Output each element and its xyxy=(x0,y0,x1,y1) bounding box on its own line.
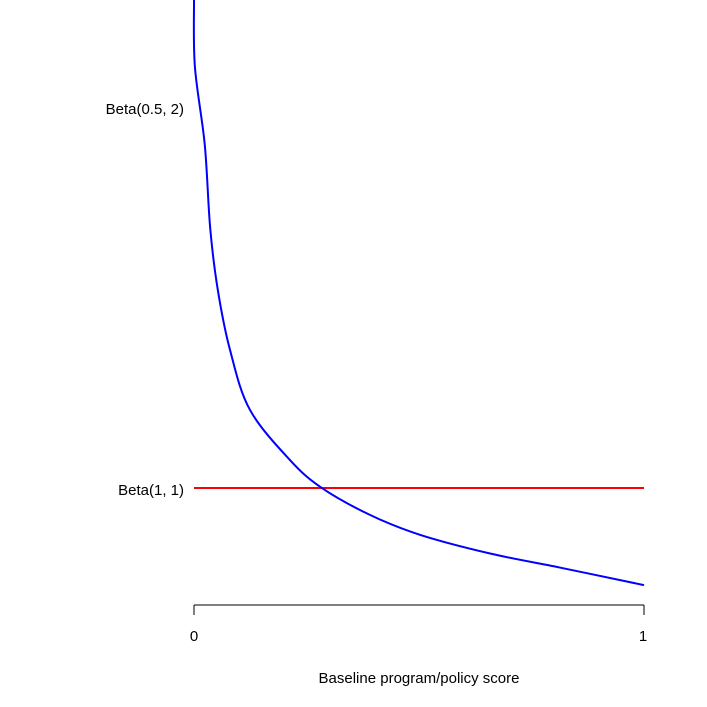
x-tick-label-0: 0 xyxy=(190,628,198,645)
series-label-beta-0-5-2: Beta(0.5, 2) xyxy=(106,101,184,118)
series-line-beta-0-5-2 xyxy=(192,0,645,587)
series-label-beta-1-1: Beta(1, 1) xyxy=(118,482,184,499)
x-tick-label-1: 1 xyxy=(639,628,647,645)
x-axis-label: Baseline program/policy score xyxy=(319,670,520,687)
series-layer xyxy=(192,0,645,587)
x-axis: 0 1 Baseline program/policy score xyxy=(190,604,647,687)
